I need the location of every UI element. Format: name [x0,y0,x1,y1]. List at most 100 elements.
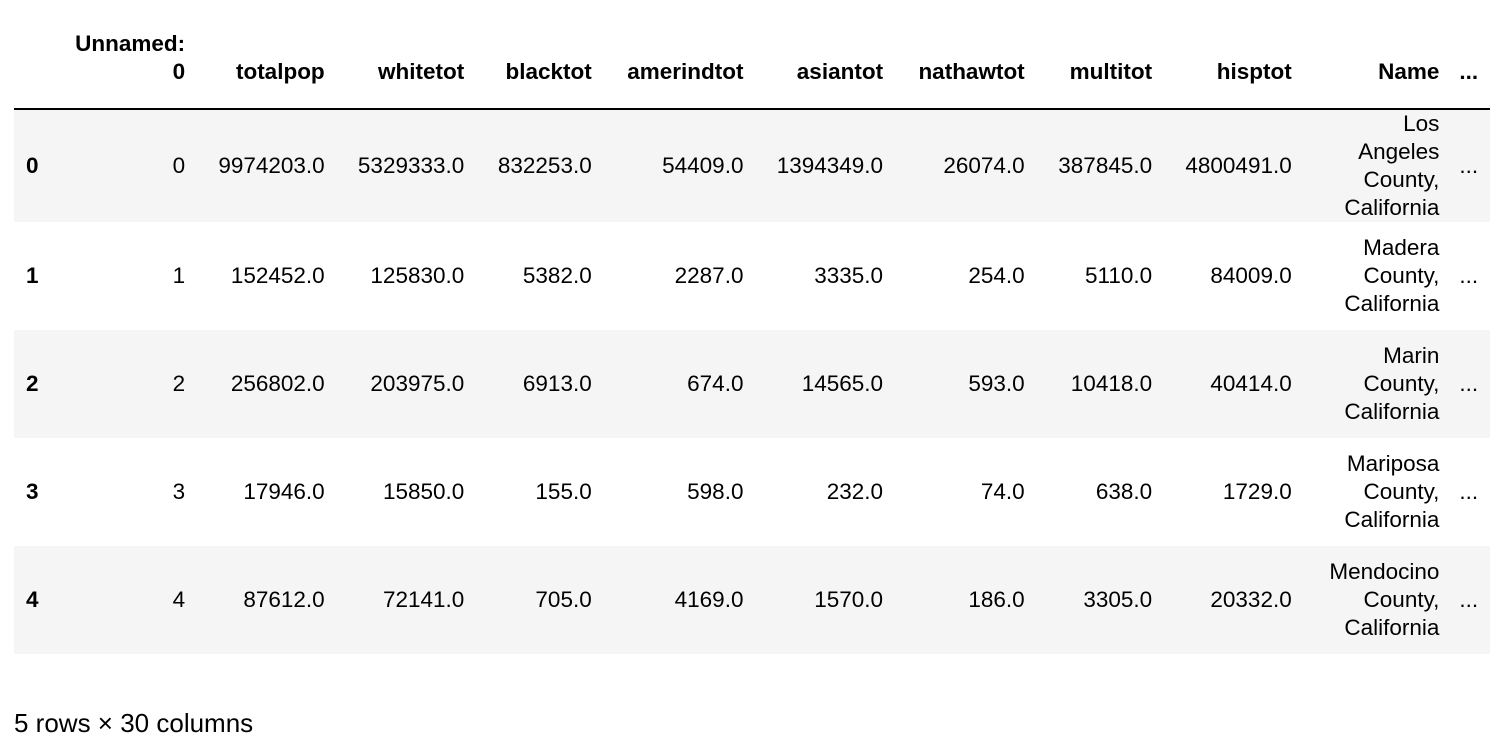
cell-name-line: Mendocino [1329,559,1440,584]
cell-name: Mendocino County, California [1304,546,1452,654]
header-row: Unnamed: 0 totalpop whitetot blacktot am… [14,30,1490,110]
table-row: 1 1 152452.0 125830.0 5382.0 2287.0 3335.0 254.… [14,222,1490,330]
column-header-unnamed: Unnamed: 0 [54,30,198,110]
cell-nathawtot: 186.0 [968,587,1025,612]
cell-unnamed: 1 [172,263,186,288]
cell-ellipsis: ... [1459,587,1479,612]
cell-name-line: County, [1363,479,1440,504]
cell-amerindtot: 2287.0 [674,263,744,288]
cell-blacktot: 6913.0 [522,371,592,396]
cell-multitot: 5110.0 [1084,263,1153,288]
dataframe-output: Unnamed: 0 totalpop whitetot blacktot am… [14,30,1490,654]
cell-name: Marin County, California [1304,330,1452,438]
cell-asiantot: 14565.0 [801,371,884,396]
cell-asiantot: 1394349.0 [776,153,884,178]
table-header: Unnamed: 0 totalpop whitetot blacktot am… [14,30,1490,110]
cell-whitetot: 15850.0 [382,479,465,504]
cell-multitot: 3305.0 [1083,587,1153,612]
cell-blacktot: 705.0 [535,587,592,612]
table-row: 3 3 17946.0 15850.0 155.0 598.0 232.0 74.0 638.0… [14,438,1490,546]
cell-totalpop: 17946.0 [243,479,325,504]
row-index: 0 [26,153,39,178]
cell-nathawtot: 593.0 [968,371,1025,396]
cell-name-line: California [1344,291,1440,316]
cell-blacktot: 832253.0 [497,153,592,178]
cell-hisptot: 1729.0 [1222,479,1292,504]
dataframe-summary: 5 rows × 30 columns [14,708,254,738]
column-header-hisptot: hisptot [1164,30,1304,110]
cell-asiantot: 1570.0 [814,587,884,612]
index-header [14,30,55,110]
table-row: 2 2 256802.0 203975.0 6913.0 674.0 14565.0 593.… [14,330,1490,438]
dataframe-table: Unnamed: 0 totalpop whitetot blacktot am… [14,30,1490,654]
cell-totalpop: 87612.0 [243,587,325,612]
cell-unnamed: 3 [172,479,186,504]
column-header-unnamed-line: Unnamed: [75,31,186,56]
cell-blacktot: 155.0 [535,479,592,504]
column-header-nathawtot: nathawtot [895,30,1037,110]
row-index: 4 [26,587,39,612]
column-header-whitetot: whitetot [336,30,477,110]
cell-name-line: County, [1363,263,1440,288]
cell-nathawtot: 254.0 [968,263,1025,288]
cell-amerindtot: 674.0 [687,371,744,396]
cell-multitot: 638.0 [1095,479,1153,504]
table-row: 0 0 9974203.0 5329333.0 832253.0 54409.0 13943… [14,109,1490,222]
cell-name-line: County, [1363,167,1440,192]
column-header-unnamed-line: 0 [172,59,186,84]
cell-nathawtot: 26074.0 [943,153,1025,178]
cell-asiantot: 232.0 [826,479,884,504]
cell-name-line: California [1344,615,1440,640]
cell-name-line: California [1344,195,1440,220]
column-header-amerindtot: amerindtot [603,30,756,110]
cell-hisptot: 84009.0 [1210,263,1292,288]
column-header-name: Name [1303,30,1452,110]
cell-amerindtot: 54409.0 [662,153,744,178]
cell-totalpop: 152452.0 [230,263,325,288]
cell-whitetot: 125830.0 [370,263,465,288]
cell-name-line: California [1344,399,1440,424]
column-header-blacktot: blacktot [476,30,604,110]
cell-hisptot: 4800491.0 [1185,153,1292,178]
cell-name-line: California [1344,507,1440,532]
cell-multitot: 10418.0 [1070,371,1153,396]
cell-name-line: Madera [1363,235,1440,260]
cell-name-line: County, [1363,587,1440,612]
cell-name-line: Marin [1383,343,1440,368]
cell-name-line: Angeles [1358,139,1440,164]
row-index: 2 [26,371,39,396]
cell-whitetot: 5329333.0 [357,153,465,178]
cell-unnamed: 0 [172,153,186,178]
table-row: 4 4 87612.0 72141.0 705.0 4169.0 1570.0 186.0 33… [14,546,1490,654]
cell-unnamed: 2 [172,371,186,396]
cell-hisptot: 20332.0 [1210,587,1292,612]
cell-multitot: 387845.0 [1058,153,1153,178]
cell-amerindtot: 4169.0 [674,587,744,612]
cell-name-line: Los [1403,111,1440,136]
cell-unnamed: 4 [172,587,186,612]
cell-whitetot: 72141.0 [382,587,465,612]
cell-whitetot: 203975.0 [370,371,465,396]
cell-blacktot: 5382.0 [522,263,592,288]
cell-hisptot: 40414.0 [1210,371,1292,396]
column-header-ellipsis: ... [1451,30,1490,110]
cell-name-line: County, [1363,371,1440,396]
cell-name: Mariposa County, California [1304,438,1452,546]
cell-totalpop: 9974203.0 [218,153,325,178]
cell-ellipsis: ... [1459,263,1479,288]
cell-nathawtot: 74.0 [980,479,1025,504]
cell-amerindtot: 598.0 [687,479,744,504]
cell-name: Los Angeles County, California [1304,109,1452,222]
cell-ellipsis: ... [1459,479,1479,504]
cell-ellipsis: ... [1459,153,1479,178]
row-index: 1 [26,263,39,288]
cell-name-line: Mariposa [1346,451,1440,476]
table-body: 0 0 9974203.0 5329333.0 832253.0 54409.0 13943… [14,109,1490,654]
cell-ellipsis: ... [1459,371,1479,396]
row-index: 3 [26,479,39,504]
column-header-asiantot: asiantot [755,30,896,110]
column-header-totalpop: totalpop [197,30,337,110]
column-header-multitot: multitot [1036,30,1165,110]
cell-asiantot: 3335.0 [814,263,884,288]
cell-name: Madera County, California [1304,222,1452,330]
